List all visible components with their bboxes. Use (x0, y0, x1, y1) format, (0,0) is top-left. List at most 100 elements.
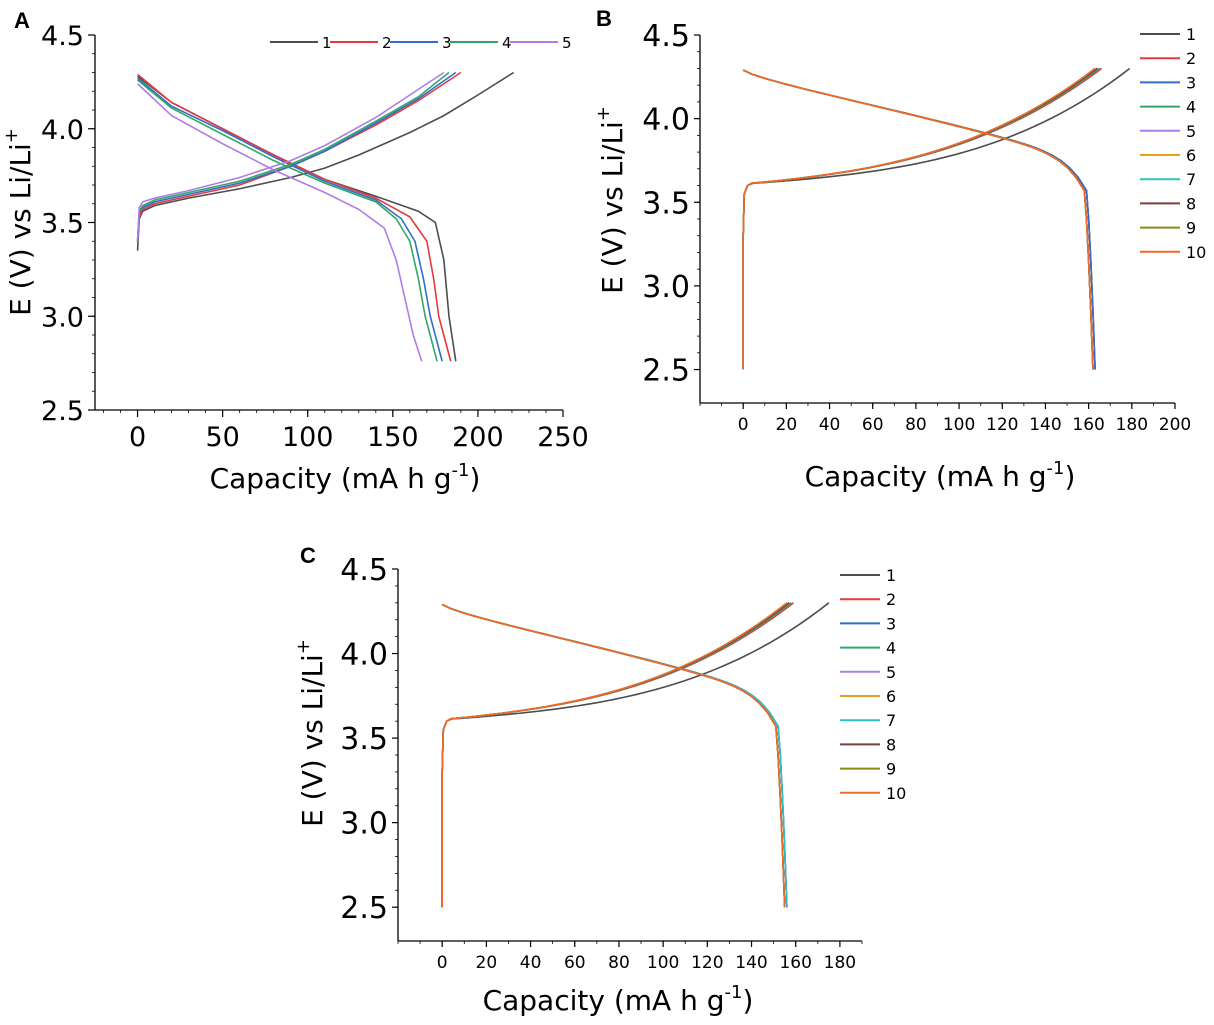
series-6-discharge (742, 69, 1094, 370)
y-tick-label: 4.5 (41, 21, 84, 52)
series-5-discharge (441, 603, 786, 908)
x-tick-label: 140 (1029, 415, 1061, 435)
legend-label-2: 2 (1186, 49, 1196, 68)
plot-area (441, 602, 830, 908)
x-tick-label: 200 (1159, 415, 1191, 435)
y-axis-title-main: E (V) vs Li/Li (296, 654, 329, 827)
series-1-charge (136, 71, 515, 251)
series-2-charge (136, 71, 462, 242)
series-3-charge (441, 602, 792, 908)
y-tick-label: 2.5 (340, 891, 388, 926)
legend: 1 2 3 4 5 (270, 34, 572, 52)
series-4-discharge (137, 79, 438, 362)
x-tick-label: 80 (905, 415, 927, 435)
x-axis-title-sup: -1 (452, 460, 470, 481)
panel-letter: A (14, 8, 30, 33)
plot-area (742, 67, 1131, 370)
legend-label-4: 4 (886, 639, 896, 658)
x-tick-label: 160 (1072, 415, 1104, 435)
y-tick-label: 4.0 (642, 103, 690, 138)
x-tick-label: 0 (129, 422, 146, 453)
y-axis-title-main: E (V) vs Li/Li (596, 121, 629, 294)
series-4-discharge (441, 603, 786, 908)
legend-label-3: 3 (1186, 73, 1196, 92)
legend-label-2: 2 (382, 34, 392, 52)
panel-b: B 2.5 3.0 3.5 4.0 4.5 0 20 40 60 80 100 120 140 160 180… (593, 6, 1206, 493)
y-axis-title-sup: + (1, 128, 22, 143)
y-axis-title: E (V) vs Li/Li+ (1, 128, 37, 316)
series-3-discharge (742, 69, 1096, 370)
series-3-charge (136, 71, 457, 242)
series-2-discharge (137, 73, 452, 362)
x-tick-label: 250 (537, 422, 589, 453)
x-tick-label: 100 (647, 953, 679, 973)
x-tick-label: 40 (520, 953, 542, 973)
panel-c: C 2.5 3.0 3.5 4.0 4.5 0 20 40 60 80 100 120 140 160 180… (293, 543, 906, 1017)
y-tick-label: 2.5 (41, 396, 84, 427)
series-2-discharge (441, 603, 788, 908)
x-tick-label: 140 (735, 953, 767, 973)
x-axis-title: Capacity (mA h g-1) (483, 982, 754, 1017)
series-10-charge (742, 67, 1096, 370)
legend: 1 2 3 4 5 6 7 8 9 10 (1140, 25, 1206, 262)
y-tick-label: 3.5 (340, 722, 388, 757)
legend-label-4: 4 (1186, 98, 1196, 117)
series-4-charge (441, 602, 792, 908)
x-tick-label: 0 (738, 415, 749, 435)
plot-area (136, 71, 515, 362)
legend-label-7: 7 (1186, 170, 1196, 189)
x-axis-title-main: Capacity (mA h g (210, 462, 452, 495)
legend-label-10: 10 (1186, 243, 1206, 262)
x-axis-title-main: Capacity (mA h g (805, 460, 1047, 493)
y-tick-label: 4.5 (340, 553, 388, 588)
x-axis-title: Capacity (mA h g-1) (805, 458, 1076, 493)
series-10-charge (441, 602, 788, 908)
series-5-discharge (742, 69, 1094, 370)
x-tick-label: 120 (691, 953, 723, 973)
series-10-discharge (742, 69, 1094, 370)
x-tick-label: 180 (824, 953, 856, 973)
x-tick-label: 120 (986, 415, 1018, 435)
legend-label-9: 9 (1186, 219, 1196, 238)
series-9-charge (742, 67, 1096, 370)
legend-label-3: 3 (442, 34, 452, 52)
series-7-discharge (742, 69, 1094, 370)
series-3-discharge (441, 603, 788, 908)
series-3-discharge (137, 77, 443, 362)
series-6-charge (441, 602, 790, 908)
series-5-discharge (137, 83, 423, 362)
x-tick-label: 0 (437, 953, 448, 973)
series-7-charge (441, 602, 790, 908)
legend-label-5: 5 (562, 34, 572, 52)
x-tick-label: 150 (367, 422, 419, 453)
series-9-discharge (742, 69, 1094, 370)
series-10-discharge (441, 603, 786, 908)
series-5-charge (742, 67, 1098, 370)
series-3-charge (742, 67, 1100, 370)
series-1-discharge (441, 603, 788, 908)
series-6-discharge (441, 603, 786, 908)
x-axis-title-end: ) (742, 984, 753, 1017)
series-8-discharge (742, 69, 1094, 370)
y-tick-label: 3.0 (41, 302, 84, 333)
series-8-charge (441, 602, 790, 908)
legend-label-1: 1 (886, 566, 896, 585)
panel-letter: C (300, 543, 316, 568)
series-1-charge (441, 602, 830, 908)
y-axis-title-sup: + (293, 639, 314, 654)
x-tick-label: 200 (452, 422, 504, 453)
series-2-charge (441, 602, 794, 908)
series-5-charge (136, 71, 445, 242)
y-tick-label: 3.5 (642, 186, 690, 221)
x-axis-title-end: ) (1064, 460, 1075, 493)
y-axis-title-main: E (V) vs Li/Li (4, 143, 37, 316)
legend-label-1: 1 (1186, 25, 1196, 44)
x-tick-label: 60 (564, 953, 586, 973)
series-8-charge (742, 67, 1098, 370)
y-tick-label: 4.5 (642, 19, 690, 54)
y-axis-title-sup: + (593, 106, 614, 121)
y-tick-label: 2.5 (642, 354, 690, 389)
x-tick-label: 20 (476, 953, 498, 973)
series-4-charge (136, 71, 450, 242)
